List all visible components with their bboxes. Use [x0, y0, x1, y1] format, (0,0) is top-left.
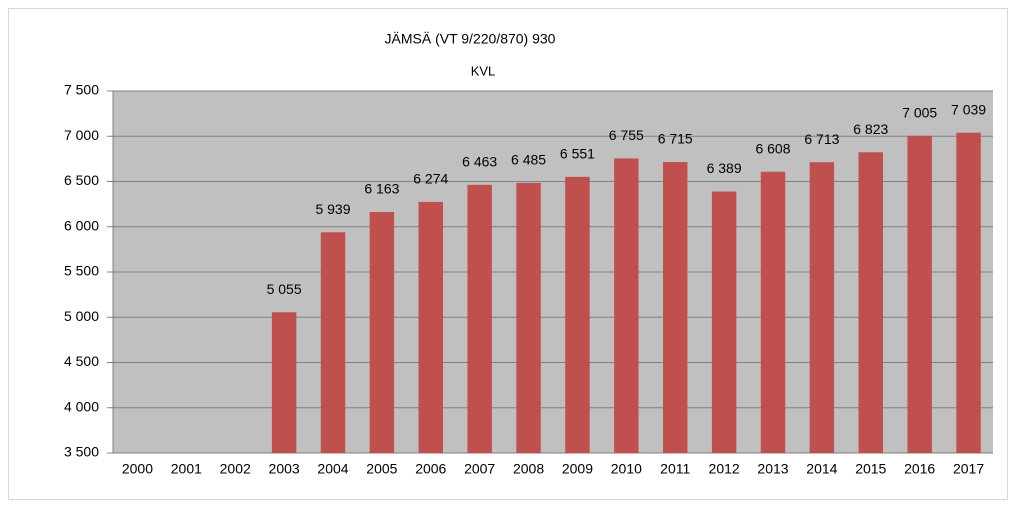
x-tick-label: 2016: [904, 461, 935, 477]
x-tick-label: 2007: [464, 461, 495, 477]
value-label: 5 939: [315, 201, 350, 217]
value-label: 7 039: [951, 101, 986, 117]
x-tick-label: 2005: [366, 461, 397, 477]
bar: [858, 152, 883, 453]
bar: [711, 191, 737, 453]
value-label: 6 715: [658, 131, 693, 147]
bar: [956, 132, 981, 453]
bar: [614, 158, 639, 454]
value-label: 6 608: [755, 140, 790, 156]
bar: [907, 135, 932, 454]
value-label: 6 389: [707, 160, 742, 176]
bar: [271, 312, 297, 453]
value-label: 6 823: [853, 121, 888, 137]
bar: [760, 171, 786, 453]
value-label: 6 551: [560, 146, 595, 162]
x-tick-label: 2014: [806, 461, 837, 477]
y-tick-label: 6 500: [64, 172, 99, 188]
y-tick-label: 4 500: [64, 353, 99, 369]
x-tick-label: 2017: [953, 461, 984, 477]
x-tick-label: 2008: [513, 461, 544, 477]
x-tick-label: 2012: [709, 461, 740, 477]
y-tick-label: 7 000: [64, 127, 99, 143]
value-label: 6 713: [804, 131, 839, 147]
value-label: 6 755: [609, 127, 644, 143]
y-tick-label: 5 500: [64, 263, 99, 279]
value-label: 6 485: [511, 152, 546, 168]
x-tick-label: 2000: [122, 461, 153, 477]
y-tick-label: 5 000: [64, 308, 99, 324]
bar: [809, 162, 835, 453]
chart-subtitle: KVL: [471, 63, 496, 78]
y-tick-label: 3 500: [64, 444, 99, 460]
value-label: 6 463: [462, 154, 497, 170]
x-tick-label: 2010: [611, 461, 642, 477]
x-tick-label: 2009: [562, 461, 593, 477]
x-tick-label: 2002: [220, 461, 251, 477]
value-label: 7 005: [902, 105, 937, 121]
bar: [320, 232, 346, 453]
bar: [418, 201, 443, 453]
x-tick-label: 2006: [415, 461, 446, 477]
y-tick-label: 6 000: [64, 217, 99, 233]
bar: [663, 162, 688, 454]
bar: [565, 176, 590, 453]
y-tick-label: 4 000: [64, 398, 99, 414]
x-tick-label: 2001: [171, 461, 202, 477]
bar: [516, 182, 541, 454]
x-tick-label: 2003: [269, 461, 300, 477]
value-label: 6 163: [364, 181, 399, 197]
x-tick-label: 2011: [660, 461, 690, 477]
value-label: 6 274: [413, 171, 448, 187]
chart-title: JÄMSÄ (VT 9/220/870) 930: [385, 31, 556, 47]
bar: [369, 211, 395, 453]
x-tick-label: 2015: [855, 461, 886, 477]
x-tick-label: 2013: [757, 461, 788, 477]
y-tick-label: 7 500: [64, 82, 99, 98]
x-tick-label: 2004: [317, 461, 348, 477]
value-label: 5 055: [267, 281, 302, 297]
bar: [467, 184, 492, 453]
